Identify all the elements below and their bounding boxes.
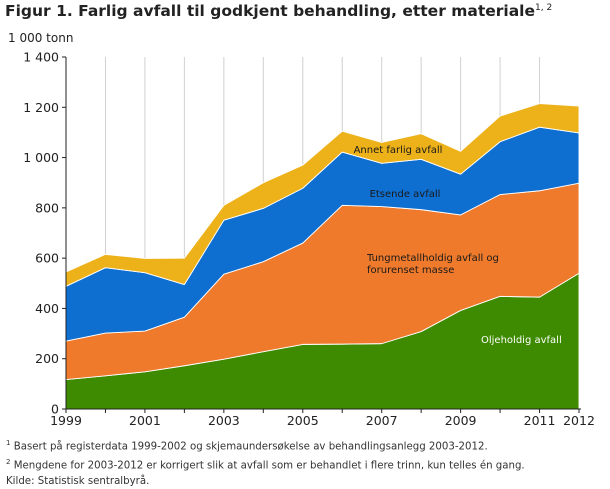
y-tick-label-1000: 1 000 xyxy=(23,150,59,165)
stacked-area-chart: 0 200 400 600 800 1 000 1 200 1 400 1999 2001 200… xyxy=(23,50,595,429)
y-tick-label-200: 200 xyxy=(35,351,59,366)
x-tick-label-2012: 2012 xyxy=(563,413,595,428)
chart-title: Figur 1. Farlig avfall til godkjent beha… xyxy=(5,2,552,20)
y-tick-label-400: 400 xyxy=(35,301,59,316)
x-tick-label-2011: 2011 xyxy=(524,413,556,428)
y-tick-label-600: 600 xyxy=(35,251,59,266)
area-label-annet-farlig-avfall: Annet farlig avfall xyxy=(354,145,443,156)
footnote-1: 1 Basert på registerdata 1999-2002 og sk… xyxy=(6,436,525,455)
x-tick-label-2005: 2005 xyxy=(287,413,319,428)
x-tick-label-2009: 2009 xyxy=(445,413,477,428)
y-tick-label-0: 0 xyxy=(51,402,59,417)
y-tick-label-1400: 1 400 xyxy=(23,50,59,65)
x-tick-label-2003: 2003 xyxy=(208,413,240,428)
y-axis-tick-labels: 0 200 400 600 800 1 000 1 200 1 400 xyxy=(23,50,59,417)
chart-footnotes: 1 Basert på registerdata 1999-2002 og sk… xyxy=(6,436,525,489)
chart-areas xyxy=(65,103,580,410)
footnote-2-text: Mengdene for 2003-2012 er korrigert slik… xyxy=(13,460,525,472)
source-note: Kilde: Statistisk sentralbyrå. xyxy=(6,475,150,487)
area-annet-farlig-avfall xyxy=(65,103,580,287)
area-label-oljeholdig-avfall: Oljeholdig avfall xyxy=(481,335,562,346)
area-label-tungmetallholdig-line1: Tungmetallholdig avfall og xyxy=(366,253,499,264)
x-axis-tick-labels: 1999 2001 2003 2005 2007 2009 2011 2012 xyxy=(50,413,595,428)
footnote-1-mark: 1 xyxy=(6,439,11,447)
area-labels: Annet farlig avfall Etsende avfall Tungm… xyxy=(354,145,562,346)
footnote-2-mark: 2 xyxy=(6,457,11,466)
y-tick-label-1200: 1 200 xyxy=(23,100,59,115)
chart-title-text: Figur 1. Farlig avfall til godkjent beha… xyxy=(5,2,536,20)
x-tick-label-2001: 2001 xyxy=(129,413,161,428)
footnote-2: 2 Mengdene for 2003-2012 er korrigert sl… xyxy=(6,455,525,474)
y-axis-unit-label: 1 000 tonn xyxy=(8,31,74,45)
chart-title-footnote-marks: 1, 2 xyxy=(535,2,553,13)
x-tick-label-2007: 2007 xyxy=(366,413,398,428)
x-tick-label-1999: 1999 xyxy=(50,413,82,428)
y-tick-label-800: 800 xyxy=(35,200,59,215)
footnote-1-text: Basert på registerdata 1999-2002 og skje… xyxy=(13,441,488,453)
chart-axes xyxy=(62,56,581,413)
area-label-etsende-avfall: Etsende avfall xyxy=(370,189,441,200)
area-label-tungmetallholdig-line2: forurenset masse xyxy=(367,265,454,276)
